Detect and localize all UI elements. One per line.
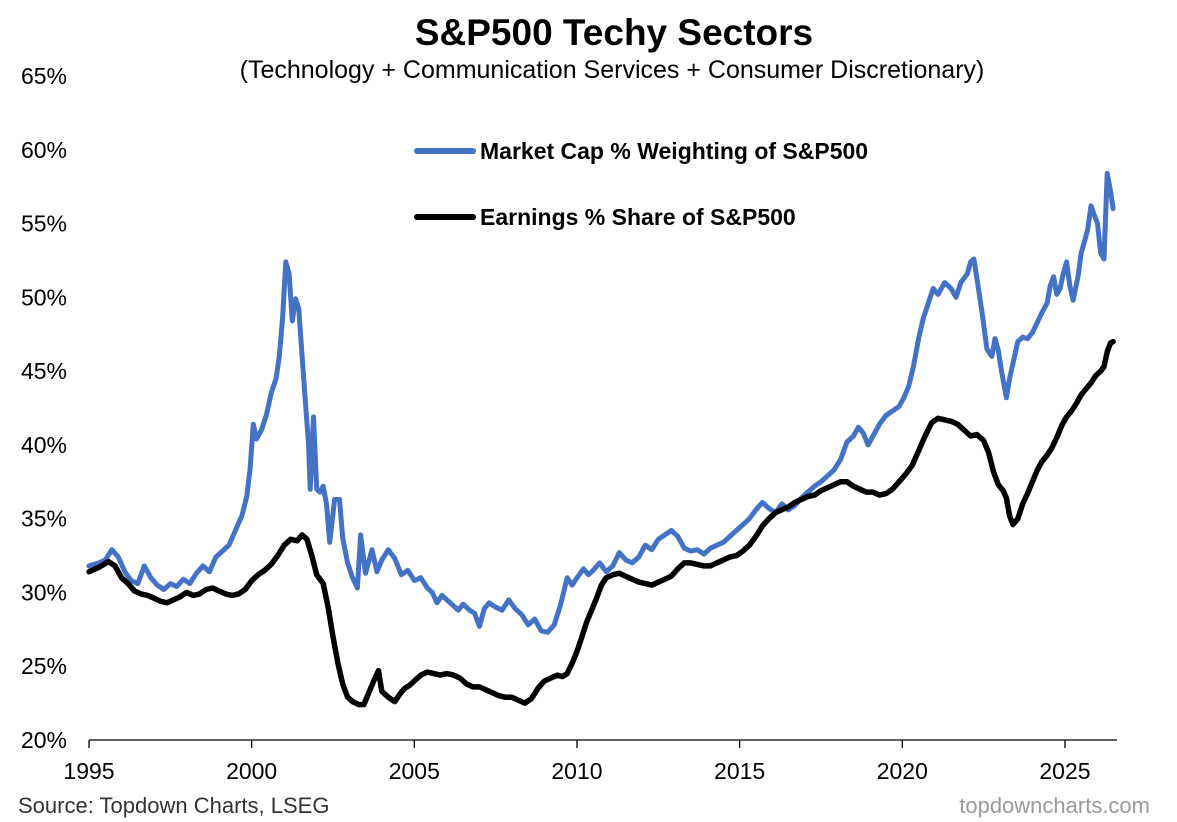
chart-title: S&P500 Techy Sectors — [415, 12, 813, 53]
legend: Market Cap % Weighting of S&P500 Earning… — [414, 138, 868, 230]
x-tick-label: 2015 — [714, 758, 765, 784]
y-tick-label: 25% — [21, 653, 67, 679]
y-tick-label: 65% — [21, 63, 67, 89]
y-tick-label: 20% — [21, 727, 67, 753]
series-line-market-cap — [86, 170, 1116, 635]
x-axis-tick-labels: 1995 2000 2005 2010 2015 2020 2025 — [63, 758, 1090, 784]
y-axis-tick-labels: 20% 25% 30% 35% 40% 45% 50% 55% 60% 65% — [21, 63, 67, 753]
x-axis-tick-marks — [88, 740, 1066, 748]
y-tick-label: 50% — [21, 284, 67, 310]
x-tick-label: 2000 — [226, 758, 277, 784]
x-tick-label: 1995 — [63, 758, 114, 784]
y-tick-label: 60% — [21, 137, 67, 163]
source-note: Source: Topdown Charts, LSEG — [18, 793, 329, 818]
x-tick-label: 2025 — [1039, 758, 1090, 784]
series-line-earnings — [86, 338, 1116, 708]
plot-area — [86, 170, 1116, 708]
y-tick-label: 45% — [21, 358, 67, 384]
y-tick-label: 35% — [21, 506, 67, 532]
x-tick-label: 2005 — [389, 758, 440, 784]
x-tick-label: 2020 — [877, 758, 928, 784]
chart-subtitle: (Technology + Communication Services + C… — [240, 56, 985, 84]
legend-label-earnings: Earnings % Share of S&P500 — [480, 204, 796, 230]
x-tick-label: 2010 — [551, 758, 602, 784]
legend-label-market-cap: Market Cap % Weighting of S&P500 — [480, 138, 868, 164]
y-tick-label: 55% — [21, 211, 67, 237]
y-tick-label: 40% — [21, 432, 67, 458]
y-tick-label: 30% — [21, 579, 67, 605]
brand-watermark: topdowncharts.com — [959, 793, 1150, 818]
